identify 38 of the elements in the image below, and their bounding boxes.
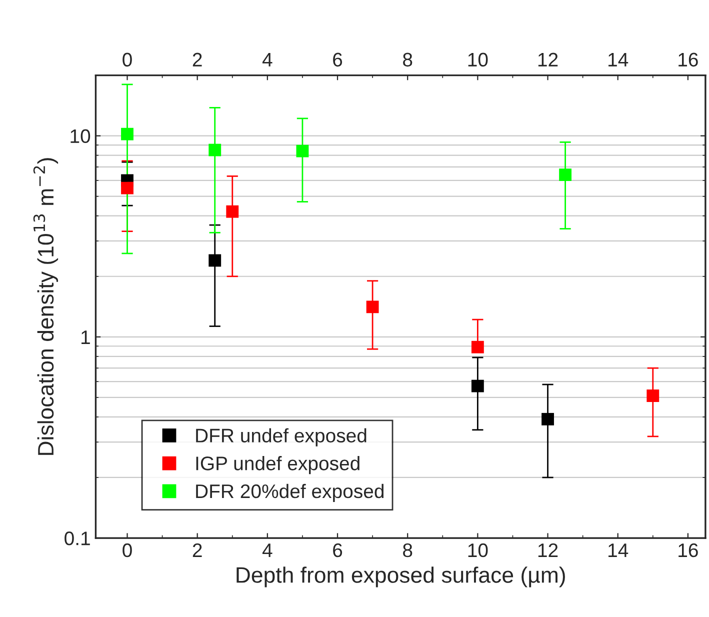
x-tick-label: 10 [468, 543, 488, 558]
point [208, 144, 222, 156]
x-tick-label: 14 [608, 544, 628, 557]
point [471, 380, 484, 392]
y-tick-label: 1 [82, 330, 90, 344]
x2-tick-label: 6 [333, 52, 342, 67]
x2-tick-label: 4 [262, 53, 272, 66]
legend-label: DFR undef exposed [196, 428, 366, 446]
legend-label: DFR 20%def exposed [196, 484, 384, 502]
x2-tick-label: 0 [122, 52, 132, 67]
point [542, 412, 554, 426]
y-axis-title: Dislocation density (10$^{13}$ m$^{−2}$) [33, 158, 58, 455]
legend-label: IGP undef exposed [196, 456, 360, 474]
x-tick-label: 12 [538, 543, 558, 557]
point [226, 205, 239, 218]
x2-tick-label: 14 [608, 53, 628, 66]
y-tick-label: 10 [70, 129, 90, 144]
point [121, 182, 134, 194]
point [646, 390, 660, 402]
x-tick-label: 0 [122, 543, 132, 558]
point [296, 144, 309, 158]
x2-tick-label: 10 [468, 52, 488, 67]
x-tick-label: 6 [333, 543, 342, 558]
x2-tick-label: 2 [192, 52, 202, 66]
point [121, 128, 134, 140]
x2-tick-label: 12 [538, 52, 558, 66]
x-axis-title: Depth from exposed surface (µm) [236, 566, 565, 588]
x-tick-label: 4 [262, 544, 272, 557]
x-tick-label: 8 [403, 543, 412, 558]
point [366, 300, 379, 314]
x-tick-label: 16 [678, 543, 698, 558]
y-tick-label: 0.1 [64, 531, 90, 546]
point [559, 168, 572, 182]
x-tick-label: 2 [192, 543, 202, 557]
x2-tick-label: 16 [678, 52, 698, 67]
point [471, 340, 484, 354]
point [208, 254, 222, 267]
x2-tick-label: 8 [403, 52, 412, 67]
